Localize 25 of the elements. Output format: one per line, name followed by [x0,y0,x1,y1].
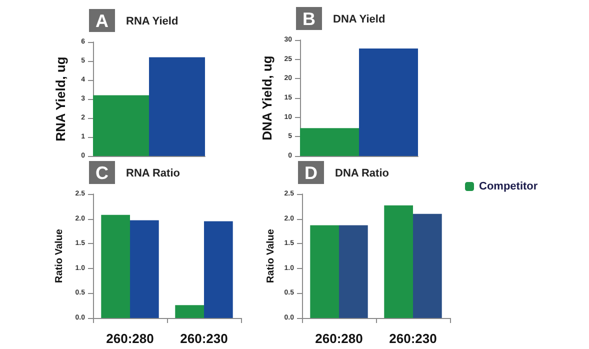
text: D [304,163,318,183]
x-tick-label: 260:230 [389,331,437,346]
bar [384,205,413,318]
chart-title: DNA Yield [333,14,386,26]
bar [204,221,233,318]
bar [130,220,159,318]
chart-title: DNA Ratio [335,168,390,180]
chart-title: RNA Yield [126,16,178,28]
legend-label: Competitor [479,180,538,192]
bar [175,305,204,318]
x-tick-label: 260:230 [180,331,228,346]
bar [339,225,368,318]
bar [101,214,130,318]
x-tick-label: 260:280 [315,331,363,346]
chart-title: RNA Ratio [126,168,180,180]
y-axis-title: Ratio Value [266,228,276,283]
text: B [302,9,316,29]
y-axis-title: RNA Yield, ug [53,56,68,142]
bar [310,225,339,318]
text: C [96,163,108,183]
x-tick-label: 260:280 [106,331,154,346]
text: A [96,11,108,31]
y-axis-title: DNA Yield, ug [259,56,274,140]
y-axis-title: Ratio Value [54,228,65,283]
bar [413,214,442,318]
